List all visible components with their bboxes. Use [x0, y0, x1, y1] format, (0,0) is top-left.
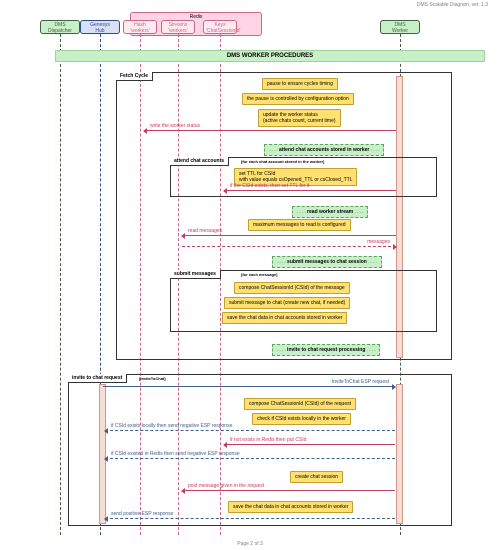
arrow-label-a4: messages: [367, 239, 390, 245]
frame-cond-attend: [for each chat account stored in the wor…: [241, 159, 324, 164]
page-footer: Page 2 of 3: [0, 541, 500, 547]
arrow-label-a3: read messages: [188, 228, 222, 234]
arrow-a5: [103, 386, 395, 387]
note-n5: maximum messages to read is configured: [248, 219, 351, 231]
frame-label-submit: submit messages: [170, 270, 221, 279]
arrow-a10: [105, 518, 395, 519]
participant-worker: DMSWorker: [380, 20, 420, 34]
arrow-label-a2: if the CSId exists, then set TTL for it: [230, 183, 309, 189]
note-n11: create chat session: [290, 471, 343, 483]
note-green-g4: invite to chat request processing: [272, 344, 380, 356]
note-green-g3: submit messages to chat session: [272, 256, 382, 268]
arrow-label-a6: if CSId exists locally then send negativ…: [111, 423, 232, 429]
frame-cond-invite: [inviteToChat]: [139, 376, 166, 381]
note-n6: compose ChatSessionId (CSId) of the mess…: [234, 282, 350, 294]
lifeline-dispatcher: [60, 34, 61, 535]
note-n7: submit message to chat (create new chat,…: [224, 297, 350, 309]
note-n12: save the chat data in chat accounts stor…: [228, 501, 353, 513]
note-green-g2: read worker stream: [292, 206, 368, 218]
participant-genesys: GenesysHub: [80, 20, 120, 34]
arrow-label-a5: InviteToChat ESP request: [332, 379, 389, 385]
frame-label-invite: invite to chat request: [68, 374, 127, 383]
arrow-label-a8: if CSId existed in Redis then send negat…: [111, 451, 240, 457]
participant-hash_p: Hash'workers': [123, 20, 157, 34]
arrow-a2: [224, 190, 396, 191]
note-n10: check if CSId exists locally in the work…: [252, 413, 351, 425]
frame-cond-submit: [for each message]: [241, 272, 277, 277]
arrow-a7: [224, 444, 395, 445]
arrow-label-a9: post message given in the request: [188, 483, 264, 489]
note-green-g1: attend chat accounts stored in worker: [264, 144, 384, 156]
section-title: DMS WORKER PROCEDURES: [55, 50, 485, 62]
frame-label-fetch: Fetch Cycle: [116, 72, 153, 81]
participant-keys_p: Keys'ChatSessionId': [203, 20, 237, 34]
arrow-label-a1: write the worker status: [150, 123, 200, 129]
arrow-a8: [105, 458, 395, 459]
participant-streams_p: Streams'workers': [161, 20, 195, 34]
arrow-label-a7: if not exists in Redis then put CSId: [230, 437, 306, 443]
note-n3: update the worker status(active chats co…: [258, 109, 341, 127]
note-n1: pause to ensure cycles timing: [262, 78, 338, 90]
arrow-a6: [105, 430, 395, 431]
arrow-a3: [182, 235, 396, 236]
participant-dispatcher: DMSDispatcher: [40, 20, 80, 34]
frame-label-attend: attend chat accounts: [170, 157, 229, 166]
note-n9: compose ChatSessionId (CSId) of the requ…: [244, 398, 356, 410]
note-n2: the pause is controlled by configuration…: [242, 93, 354, 105]
arrow-a1: [144, 130, 396, 131]
header-text: DMS Scalable Diagram, ver. 1.3: [417, 2, 488, 8]
arrow-label-a10: send positive ESP response: [111, 511, 173, 517]
note-n8: save the chat data in chat accounts stor…: [222, 312, 347, 324]
arrow-a4: [182, 246, 396, 247]
arrow-a9: [182, 490, 395, 491]
